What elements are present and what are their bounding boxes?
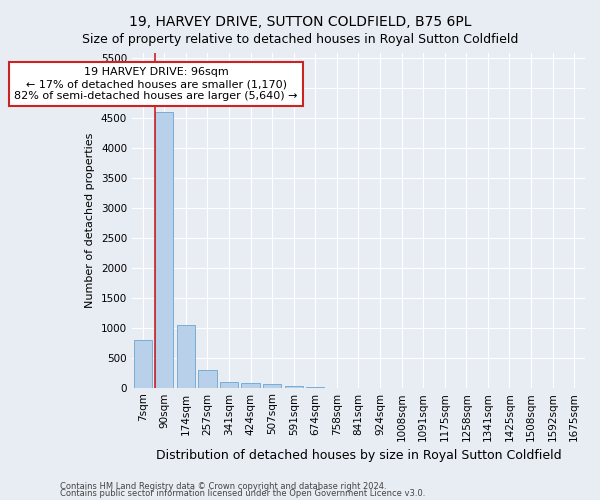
Text: 19, HARVEY DRIVE, SUTTON COLDFIELD, B75 6PL: 19, HARVEY DRIVE, SUTTON COLDFIELD, B75 … <box>129 15 471 29</box>
Bar <box>134 340 152 388</box>
Text: Size of property relative to detached houses in Royal Sutton Coldfield: Size of property relative to detached ho… <box>82 32 518 46</box>
Bar <box>198 370 217 388</box>
Bar <box>220 382 238 388</box>
Bar <box>284 386 303 388</box>
Bar <box>263 384 281 388</box>
Bar <box>241 383 260 388</box>
Text: Contains public sector information licensed under the Open Government Licence v3: Contains public sector information licen… <box>60 490 425 498</box>
Text: 19 HARVEY DRIVE: 96sqm
← 17% of detached houses are smaller (1,170)
82% of semi-: 19 HARVEY DRIVE: 96sqm ← 17% of detached… <box>14 68 298 100</box>
Bar <box>177 324 195 388</box>
Bar <box>155 112 173 388</box>
Y-axis label: Number of detached properties: Number of detached properties <box>85 132 95 308</box>
Text: Contains HM Land Registry data © Crown copyright and database right 2024.: Contains HM Land Registry data © Crown c… <box>60 482 386 491</box>
X-axis label: Distribution of detached houses by size in Royal Sutton Coldfield: Distribution of detached houses by size … <box>155 450 561 462</box>
